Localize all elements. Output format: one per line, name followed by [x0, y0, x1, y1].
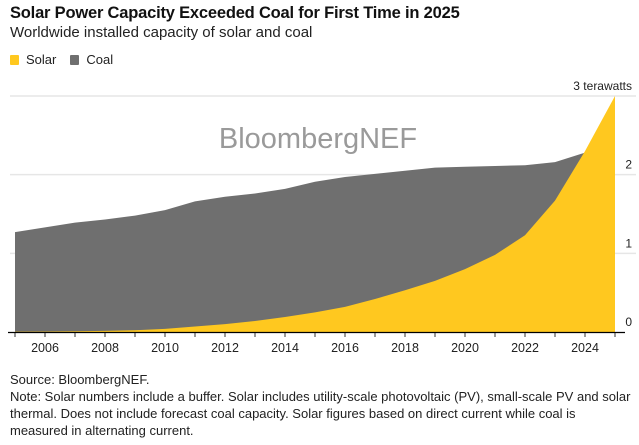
chart-subtitle: Worldwide installed capacity of solar an… [10, 24, 313, 41]
x-tick-label: 2010 [151, 341, 179, 355]
legend-item-solar: Solar [10, 52, 56, 67]
legend-swatch-solar [10, 54, 19, 65]
x-tick-label: 2014 [271, 341, 299, 355]
legend-swatch-coal [70, 54, 80, 65]
y-tick-label: 0 [625, 315, 632, 329]
x-tick-label: 2006 [31, 341, 59, 355]
y-tick-label: 2 [625, 158, 632, 172]
legend-label-coal: Coal [86, 52, 114, 67]
x-tick-label: 2024 [571, 341, 599, 355]
y-tick-label: 3 terawatts [573, 79, 632, 93]
x-tick-label: 2018 [391, 341, 419, 355]
area-series [15, 96, 615, 332]
watermark: BloombergNEF [219, 123, 417, 155]
note-text: Note: Solar numbers include a buffer. So… [10, 389, 631, 438]
legend-item-coal: Coal [70, 52, 113, 67]
footer: Source: BloombergNEF. Note: Solar number… [10, 371, 635, 439]
x-axis: 2006 2008 2010 2012 2014 2016 2018 2020 2022 2024 [8, 331, 625, 355]
legend-label-solar: Solar [26, 52, 57, 67]
x-tick-label: 2008 [91, 341, 119, 355]
chart-area: BloombergNEF 2006 2008 2010 2012 2014 2016 201… [8, 79, 636, 355]
x-tick-label: 2022 [511, 341, 539, 355]
x-tick-label: 2016 [331, 341, 359, 355]
legend: Solar Coal [10, 52, 127, 67]
x-tick-label: 2020 [451, 341, 479, 355]
solar-area [15, 96, 615, 332]
source-text: Source: BloombergNEF. [10, 372, 150, 387]
chart-title: Solar Power Capacity Exceeded Coal for F… [10, 4, 460, 22]
y-tick-label: 1 [625, 236, 632, 250]
y-axis: 0 1 2 3 terawatts [573, 79, 632, 329]
x-tick-label: 2012 [211, 341, 239, 355]
